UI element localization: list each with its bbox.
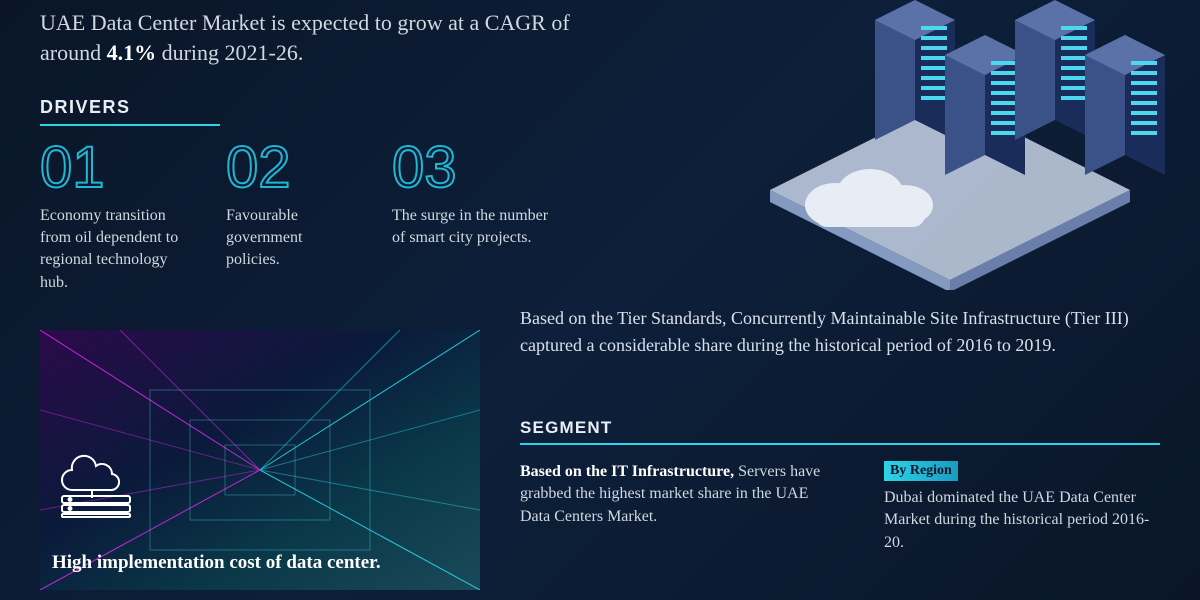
intro-post: during 2021-26. xyxy=(156,40,303,65)
segment-infrastructure: Based on the IT Infrastructure, Servers … xyxy=(520,461,840,554)
driver-item-3: 03 The surge in the number of smart city… xyxy=(392,142,562,294)
servers-isometric-icon xyxy=(710,0,1190,290)
driver-text: Favourable government policies. xyxy=(226,205,356,272)
driver-text: The surge in the number of smart city pr… xyxy=(392,205,562,250)
driver-number: 02 xyxy=(226,142,356,194)
driver-number: 03 xyxy=(392,142,562,194)
segment-region: By Region Dubai dominated the UAE Data C… xyxy=(884,461,1154,554)
segment-region-body: Dubai dominated the UAE Data Center Mark… xyxy=(884,487,1154,554)
drivers-row: 01 Economy transition from oil dependent… xyxy=(40,142,680,294)
intro-text: UAE Data Center Market is expected to gr… xyxy=(40,0,600,67)
cost-caption: High implementation cost of data center. xyxy=(52,551,432,576)
cost-image-panel: High implementation cost of data center. xyxy=(40,330,480,590)
driver-item-1: 01 Economy transition from oil dependent… xyxy=(40,142,190,294)
segment-rule xyxy=(520,443,1170,445)
cloud-servers-icon xyxy=(52,448,152,518)
driver-number: 01 xyxy=(40,142,190,194)
segment-heading: SEGMENT xyxy=(520,418,1170,438)
tier-standards-text: Based on the Tier Standards, Concurrentl… xyxy=(520,305,1160,358)
driver-item-2: 02 Favourable government policies. xyxy=(226,142,356,294)
intro-stat: 4.1% xyxy=(107,40,157,65)
segment-section: SEGMENT Based on the IT Infrastructure, … xyxy=(520,418,1170,554)
segment-lead: Based on the IT Infrastructure, xyxy=(520,463,734,480)
driver-text: Economy transition from oil dependent to… xyxy=(40,205,190,295)
segment-region-tag: By Region xyxy=(884,461,958,481)
